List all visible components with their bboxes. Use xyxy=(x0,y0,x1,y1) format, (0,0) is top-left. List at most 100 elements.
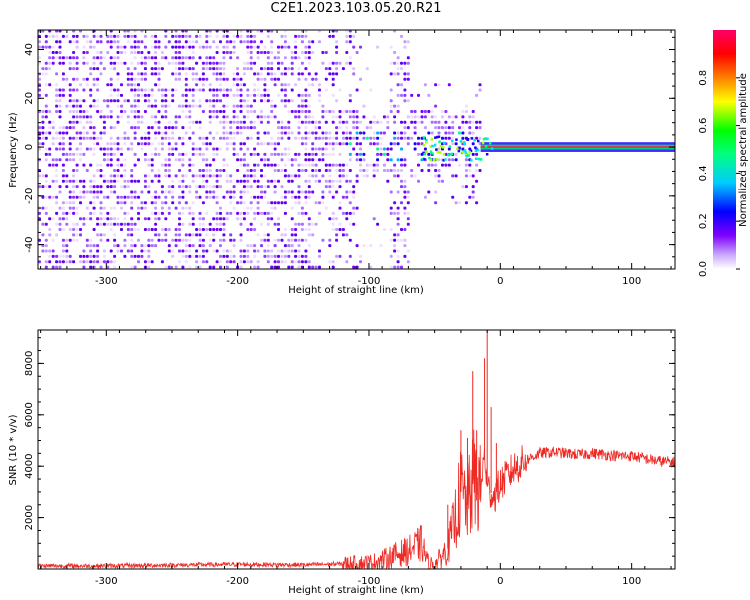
spectrogram-cell xyxy=(300,51,304,54)
spectrogram-cell xyxy=(400,185,403,189)
spectrogram-cell xyxy=(263,45,267,49)
spectrogram-cell xyxy=(154,104,158,108)
spectrogram-cell xyxy=(379,120,383,124)
spectrogram-cell xyxy=(157,238,161,242)
spectrogram-cell xyxy=(345,120,349,124)
spectrogram-bright-cell xyxy=(477,139,480,143)
spectrogram-cell xyxy=(242,40,246,44)
spectrogram-cell xyxy=(249,34,253,38)
spectrogram-cell xyxy=(178,158,181,162)
spectrogram-cell xyxy=(225,104,229,108)
spectrogram-cell xyxy=(167,265,171,269)
spectrogram-cell xyxy=(65,249,69,253)
spectrogram-cell xyxy=(154,34,158,38)
spectrogram-cell xyxy=(55,131,59,135)
spectrogram-cell xyxy=(232,260,236,264)
spectrogram-cell xyxy=(181,152,185,156)
spectrogram-cell xyxy=(164,45,168,49)
spectrogram-cell xyxy=(314,136,318,140)
spectrogram-cell xyxy=(75,115,79,119)
spectrogram-cell xyxy=(393,163,397,167)
spectrogram-cell xyxy=(246,249,250,253)
spectrogram-cell xyxy=(376,158,380,162)
spectrogram-cell xyxy=(232,93,236,97)
spectrogram-cell xyxy=(123,185,127,189)
spectrogram-cell xyxy=(471,185,475,189)
spectrogram-cell xyxy=(120,152,123,156)
spectrogram-cell xyxy=(393,136,397,140)
spectrogram-cell xyxy=(420,136,424,140)
spectrogram-cell xyxy=(109,67,113,71)
spectrogram-cell xyxy=(297,126,301,130)
spectrogram-cell xyxy=(79,142,82,146)
spectrogram-cell xyxy=(201,228,205,231)
spectrogram-cell xyxy=(236,77,240,81)
spectrogram-cell xyxy=(232,244,236,248)
spectrogram-cell xyxy=(229,136,233,140)
spectrogram-cell xyxy=(208,131,212,135)
spectrogram-cell xyxy=(423,110,427,113)
spectrogram-cell xyxy=(215,201,219,205)
spectrogram-cell xyxy=(113,190,117,194)
spectrogram-cell xyxy=(256,136,260,140)
spectrogram-cell xyxy=(174,174,178,178)
spectrogram-cell xyxy=(403,77,407,81)
spectrogram-cell xyxy=(38,61,41,65)
spectrogram-cell xyxy=(181,190,185,194)
spectrogram-cell xyxy=(283,174,287,178)
spectrogram-cell xyxy=(191,40,195,44)
spectrogram-cell xyxy=(96,142,100,146)
spectrogram-cell xyxy=(38,77,41,81)
spectrogram-cell xyxy=(61,34,65,38)
spectrogram-cell xyxy=(376,169,380,172)
spectrogram-cell xyxy=(96,104,100,108)
spectrogram-cell xyxy=(130,77,134,81)
spectrogram-cell xyxy=(338,254,342,258)
spectrogram-cell xyxy=(212,195,216,199)
spectrogram-cell xyxy=(266,99,270,103)
spectrogram-cell xyxy=(253,152,257,156)
spectrogram-cell xyxy=(290,163,294,167)
spectrogram-cell xyxy=(137,115,140,119)
spectrogram-cell xyxy=(372,136,376,140)
spectrogram-cell xyxy=(133,163,137,167)
spectrogram-cell xyxy=(475,169,479,172)
spectrogram-cell xyxy=(266,238,270,242)
spectrogram-cell xyxy=(379,142,383,146)
spectrogram-cell xyxy=(389,190,393,194)
spectrogram-cell xyxy=(85,34,89,38)
spectrogram-cell xyxy=(89,104,93,108)
spectrogram-cell xyxy=(225,93,229,97)
spectrogram-cell xyxy=(365,174,369,178)
spectrogram-cell xyxy=(249,51,253,54)
spectrogram-cell xyxy=(304,158,308,162)
spectrogram-cell xyxy=(335,136,339,140)
spectrogram-cell xyxy=(48,147,52,151)
spectrogram-cell xyxy=(123,174,127,178)
spectrogram-cell xyxy=(137,51,140,54)
spectrogram-cell xyxy=(208,99,212,103)
spectrogram-cell xyxy=(157,67,161,71)
spectrogram-cell xyxy=(201,222,205,226)
spectrogram-cell xyxy=(61,152,65,156)
spectrogram-cell xyxy=(208,185,212,189)
spectrogram-cell xyxy=(106,163,110,167)
spectrogram-cell xyxy=(389,61,393,65)
spectrogram-cell xyxy=(352,211,356,215)
spectrogram-cell xyxy=(417,120,420,124)
spectrogram-cell xyxy=(331,61,335,65)
spectrogram-cell xyxy=(137,158,140,162)
spectrogram-cell xyxy=(174,244,178,248)
spectrogram-cell xyxy=(300,190,304,194)
spectrogram-cell xyxy=(195,120,199,124)
spectrogram-cell xyxy=(253,211,257,215)
spectrogram-cell xyxy=(184,254,188,258)
spectrogram-cell xyxy=(430,110,434,113)
spectrogram-cell xyxy=(164,195,168,199)
spectrogram-cell xyxy=(249,93,253,97)
spectrogram-cell xyxy=(266,233,270,237)
spectrogram-cell xyxy=(376,222,380,226)
spectrogram-cell xyxy=(386,169,390,172)
spectrogram-cell xyxy=(106,179,110,183)
spectrogram-cell xyxy=(82,99,86,103)
